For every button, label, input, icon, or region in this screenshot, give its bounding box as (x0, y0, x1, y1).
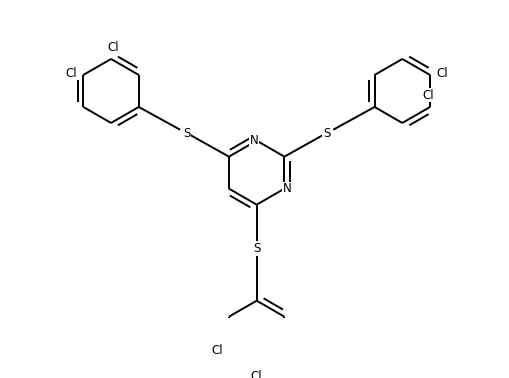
Text: Cl: Cl (250, 370, 262, 378)
Text: Cl: Cl (435, 67, 447, 80)
Text: Cl: Cl (422, 89, 433, 102)
Text: S: S (322, 127, 329, 139)
Text: Cl: Cl (66, 67, 77, 80)
Text: Cl: Cl (107, 41, 118, 54)
Text: S: S (183, 127, 190, 139)
Text: S: S (252, 242, 260, 255)
Text: Cl: Cl (211, 344, 222, 357)
Text: N: N (282, 182, 291, 195)
Text: N: N (249, 134, 258, 147)
